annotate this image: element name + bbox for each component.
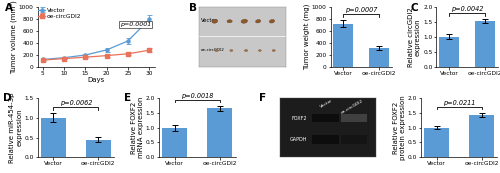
- Bar: [470, 115, 494, 157]
- Y-axis label: Relative FOXF2
protein expression: Relative FOXF2 protein expression: [392, 95, 406, 160]
- Ellipse shape: [241, 19, 248, 23]
- Bar: [208, 108, 232, 157]
- Bar: [86, 139, 110, 157]
- Text: p=0.0018: p=0.0018: [181, 93, 214, 99]
- Ellipse shape: [258, 50, 262, 51]
- Text: Vector: Vector: [201, 18, 218, 22]
- Text: p=0.0042: p=0.0042: [451, 6, 483, 12]
- Bar: [312, 114, 338, 122]
- Ellipse shape: [244, 50, 248, 51]
- Text: oe-circGDI2: oe-circGDI2: [340, 99, 364, 115]
- Y-axis label: Relative FOXF2
mRNA expression: Relative FOXF2 mRNA expression: [130, 97, 143, 158]
- Bar: [162, 128, 187, 157]
- Bar: [439, 37, 459, 67]
- Y-axis label: Relative miR-454-3p
expression: Relative miR-454-3p expression: [9, 92, 22, 163]
- Bar: [41, 118, 66, 157]
- Ellipse shape: [272, 50, 276, 51]
- Text: p=0.0001: p=0.0001: [120, 22, 151, 27]
- Ellipse shape: [230, 50, 233, 51]
- Text: C: C: [411, 3, 418, 13]
- Ellipse shape: [256, 20, 260, 23]
- Bar: [424, 128, 449, 157]
- Bar: [340, 135, 367, 144]
- X-axis label: Days: Days: [88, 77, 104, 83]
- Bar: [312, 135, 338, 144]
- Text: Vector: Vector: [320, 99, 334, 109]
- Text: E: E: [124, 93, 132, 103]
- Text: FOXF2: FOXF2: [292, 116, 307, 121]
- Legend: Vector, oe-circGDI2: Vector, oe-circGDI2: [38, 7, 82, 19]
- Ellipse shape: [227, 20, 232, 23]
- Ellipse shape: [215, 49, 218, 52]
- Bar: [369, 48, 389, 67]
- Ellipse shape: [270, 20, 274, 23]
- Y-axis label: Tumor weight (mg): Tumor weight (mg): [304, 4, 310, 70]
- Ellipse shape: [212, 19, 218, 23]
- Text: A: A: [4, 3, 12, 13]
- Y-axis label: Tumor volume (mm³): Tumor volume (mm³): [10, 0, 18, 74]
- Bar: [475, 21, 494, 67]
- Y-axis label: Relative circGDI2
expression: Relative circGDI2 expression: [408, 7, 421, 67]
- Text: p=0.0062: p=0.0062: [60, 100, 92, 106]
- Bar: [334, 24, 353, 67]
- Text: p=0.0007: p=0.0007: [345, 7, 378, 13]
- Bar: [340, 114, 367, 122]
- Text: oe-circGDI2: oe-circGDI2: [201, 48, 225, 52]
- Text: D: D: [3, 93, 12, 103]
- Text: GAPDH: GAPDH: [290, 137, 307, 142]
- Text: p=0.0211: p=0.0211: [443, 100, 476, 106]
- Text: F: F: [259, 93, 266, 103]
- Text: B: B: [189, 3, 197, 13]
